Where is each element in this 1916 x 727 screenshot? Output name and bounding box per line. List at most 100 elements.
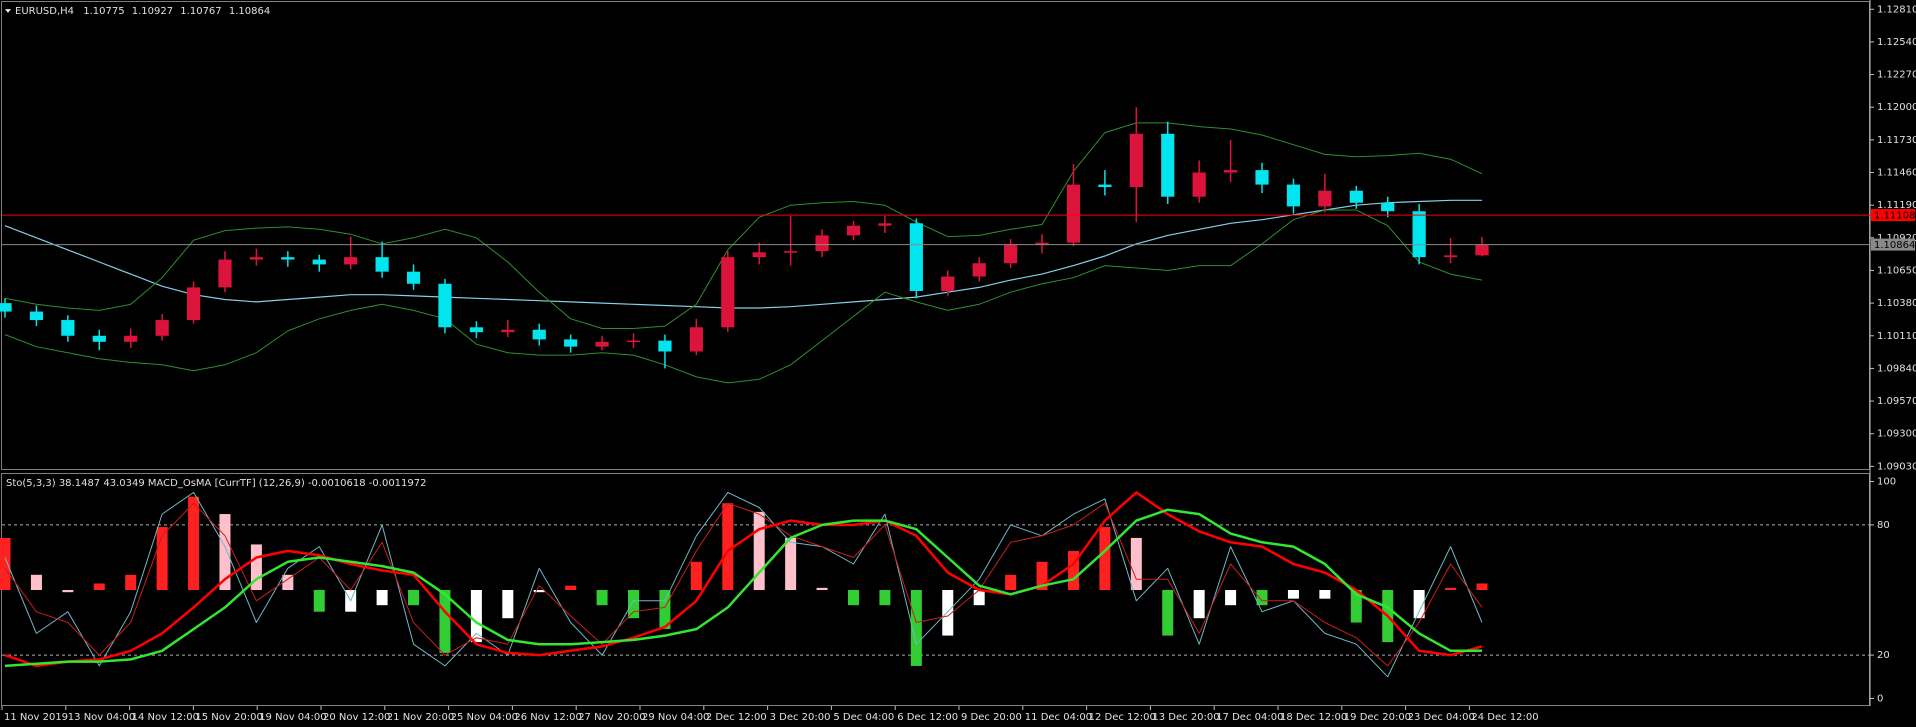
histogram-bar [1413,590,1425,619]
candle-body [61,320,75,336]
y-tick-label: 1.11730 [1877,135,1916,146]
candle-body [909,223,923,292]
histogram-bar [722,503,734,590]
symbol: EURUSD,H4 [15,6,74,17]
candle-body [1192,172,1206,197]
candle-body [815,235,829,252]
candle-body [784,251,798,253]
histogram-bar [502,590,514,619]
histogram-bar [1319,590,1331,599]
candle-body [1223,170,1238,173]
x-tick-label: 14 Nov 12:00 [132,712,199,723]
histogram-bar [408,590,420,606]
x-tick-label: 26 Nov 12:00 [514,712,581,723]
x-tick-label: 11 Dec 04:00 [1025,712,1092,723]
candle-body [438,283,452,328]
x-tick-label: 15 Nov 20:00 [195,712,262,723]
y-tick-label: 1.12540 [1877,37,1916,48]
histogram-bar [188,496,200,590]
y-tick-label: 1.12270 [1877,70,1916,81]
candle-body [626,340,641,343]
histogram-bar [1445,587,1457,590]
candle-body [658,340,672,352]
histogram-bar [125,574,137,590]
candle-body [1066,184,1081,243]
candle-body [186,287,201,321]
candle-body [469,327,483,333]
indicator-line [4,209,1483,384]
candle-body [846,225,861,236]
candle-body [1004,245,1018,264]
candle-body [29,311,44,321]
oscillator-line [4,508,1482,668]
price-label-box [1871,238,1915,251]
candle-body [501,329,515,333]
x-tick-label: 3 Dec 20:00 [770,712,831,723]
candle-body [1349,190,1363,203]
candle-body [595,341,609,347]
candle-body [0,303,12,312]
x-tick-label: 20 Nov 12:00 [323,712,390,723]
histogram-bar [690,561,702,590]
histogram-bar [973,590,985,606]
x-tick-label: 18 Dec 12:00 [1280,712,1347,723]
x-tick-label: 9 Dec 20:00 [961,712,1022,723]
y-tick-label: 1.09570 [1877,396,1916,407]
candle-body [1318,190,1332,207]
candle-body [1035,242,1049,246]
indicator-header: Sto(5,3,3) 38.1487 43.0349 MACD_OsMA [Cu… [6,478,427,489]
oscillator-line [4,491,1483,668]
candle-body [375,257,389,272]
header-close: 1.10864 [229,6,270,17]
x-tick-label: 29 Nov 04:00 [642,712,709,723]
candle-body [344,257,358,265]
x-tick-label: 5 Dec 04:00 [833,712,894,723]
histogram-bar [1476,583,1488,590]
candle-body [406,271,421,284]
candle-body [532,329,546,340]
histogram-bar [659,590,671,630]
x-tick-label: 11 Nov 2019 [4,712,68,723]
x-tick-label: 25 Nov 04:00 [451,712,518,723]
histogram-bar [628,590,640,619]
candle-body [1098,184,1112,188]
histogram-bar [596,590,608,606]
histogram-bar [785,537,797,590]
histogram-bar [910,590,922,666]
histogram-bar [1130,537,1142,590]
y-tick-label: 1.10110 [1877,331,1916,342]
y-tick-label: 1.09840 [1877,363,1916,374]
candle-body [312,259,326,265]
histogram-bar [93,583,105,590]
candle-body [1381,202,1395,212]
candle-body [564,339,578,347]
x-tick-label: 12 Dec 12:00 [1089,712,1156,723]
candle-body [124,335,138,342]
histogram-bar [62,590,74,593]
y-tick-label: 1.11190 [1877,200,1916,211]
candle-body [689,327,703,352]
y-tick-label: 0 [1877,693,1883,704]
candle-body [92,335,106,342]
histogram-bar [439,590,451,653]
oscillator-line [4,491,1483,678]
header-high: 1.10927 [132,6,173,17]
x-tick-label: 19 Nov 04:00 [259,712,326,723]
histogram-bar [470,590,482,643]
candle-body [941,276,955,292]
y-tick-label: 1.10650 [1877,265,1916,276]
histogram-bar [1005,574,1017,590]
histogram-bar [533,590,545,593]
histogram-bar [816,587,828,590]
histogram-bar [847,590,859,606]
y-tick-label: 100 [1877,477,1896,488]
histogram-bar [219,514,231,590]
x-tick-label: 23 Dec 04:00 [1408,712,1475,723]
y-tick-label: 1.09030 [1877,461,1916,472]
candle-body [1161,133,1175,197]
symbol-menu-arrow[interactable] [5,9,11,13]
histogram-bar [250,544,262,590]
header-low: 1.10767 [180,6,221,17]
histogram-bar [1036,561,1048,590]
